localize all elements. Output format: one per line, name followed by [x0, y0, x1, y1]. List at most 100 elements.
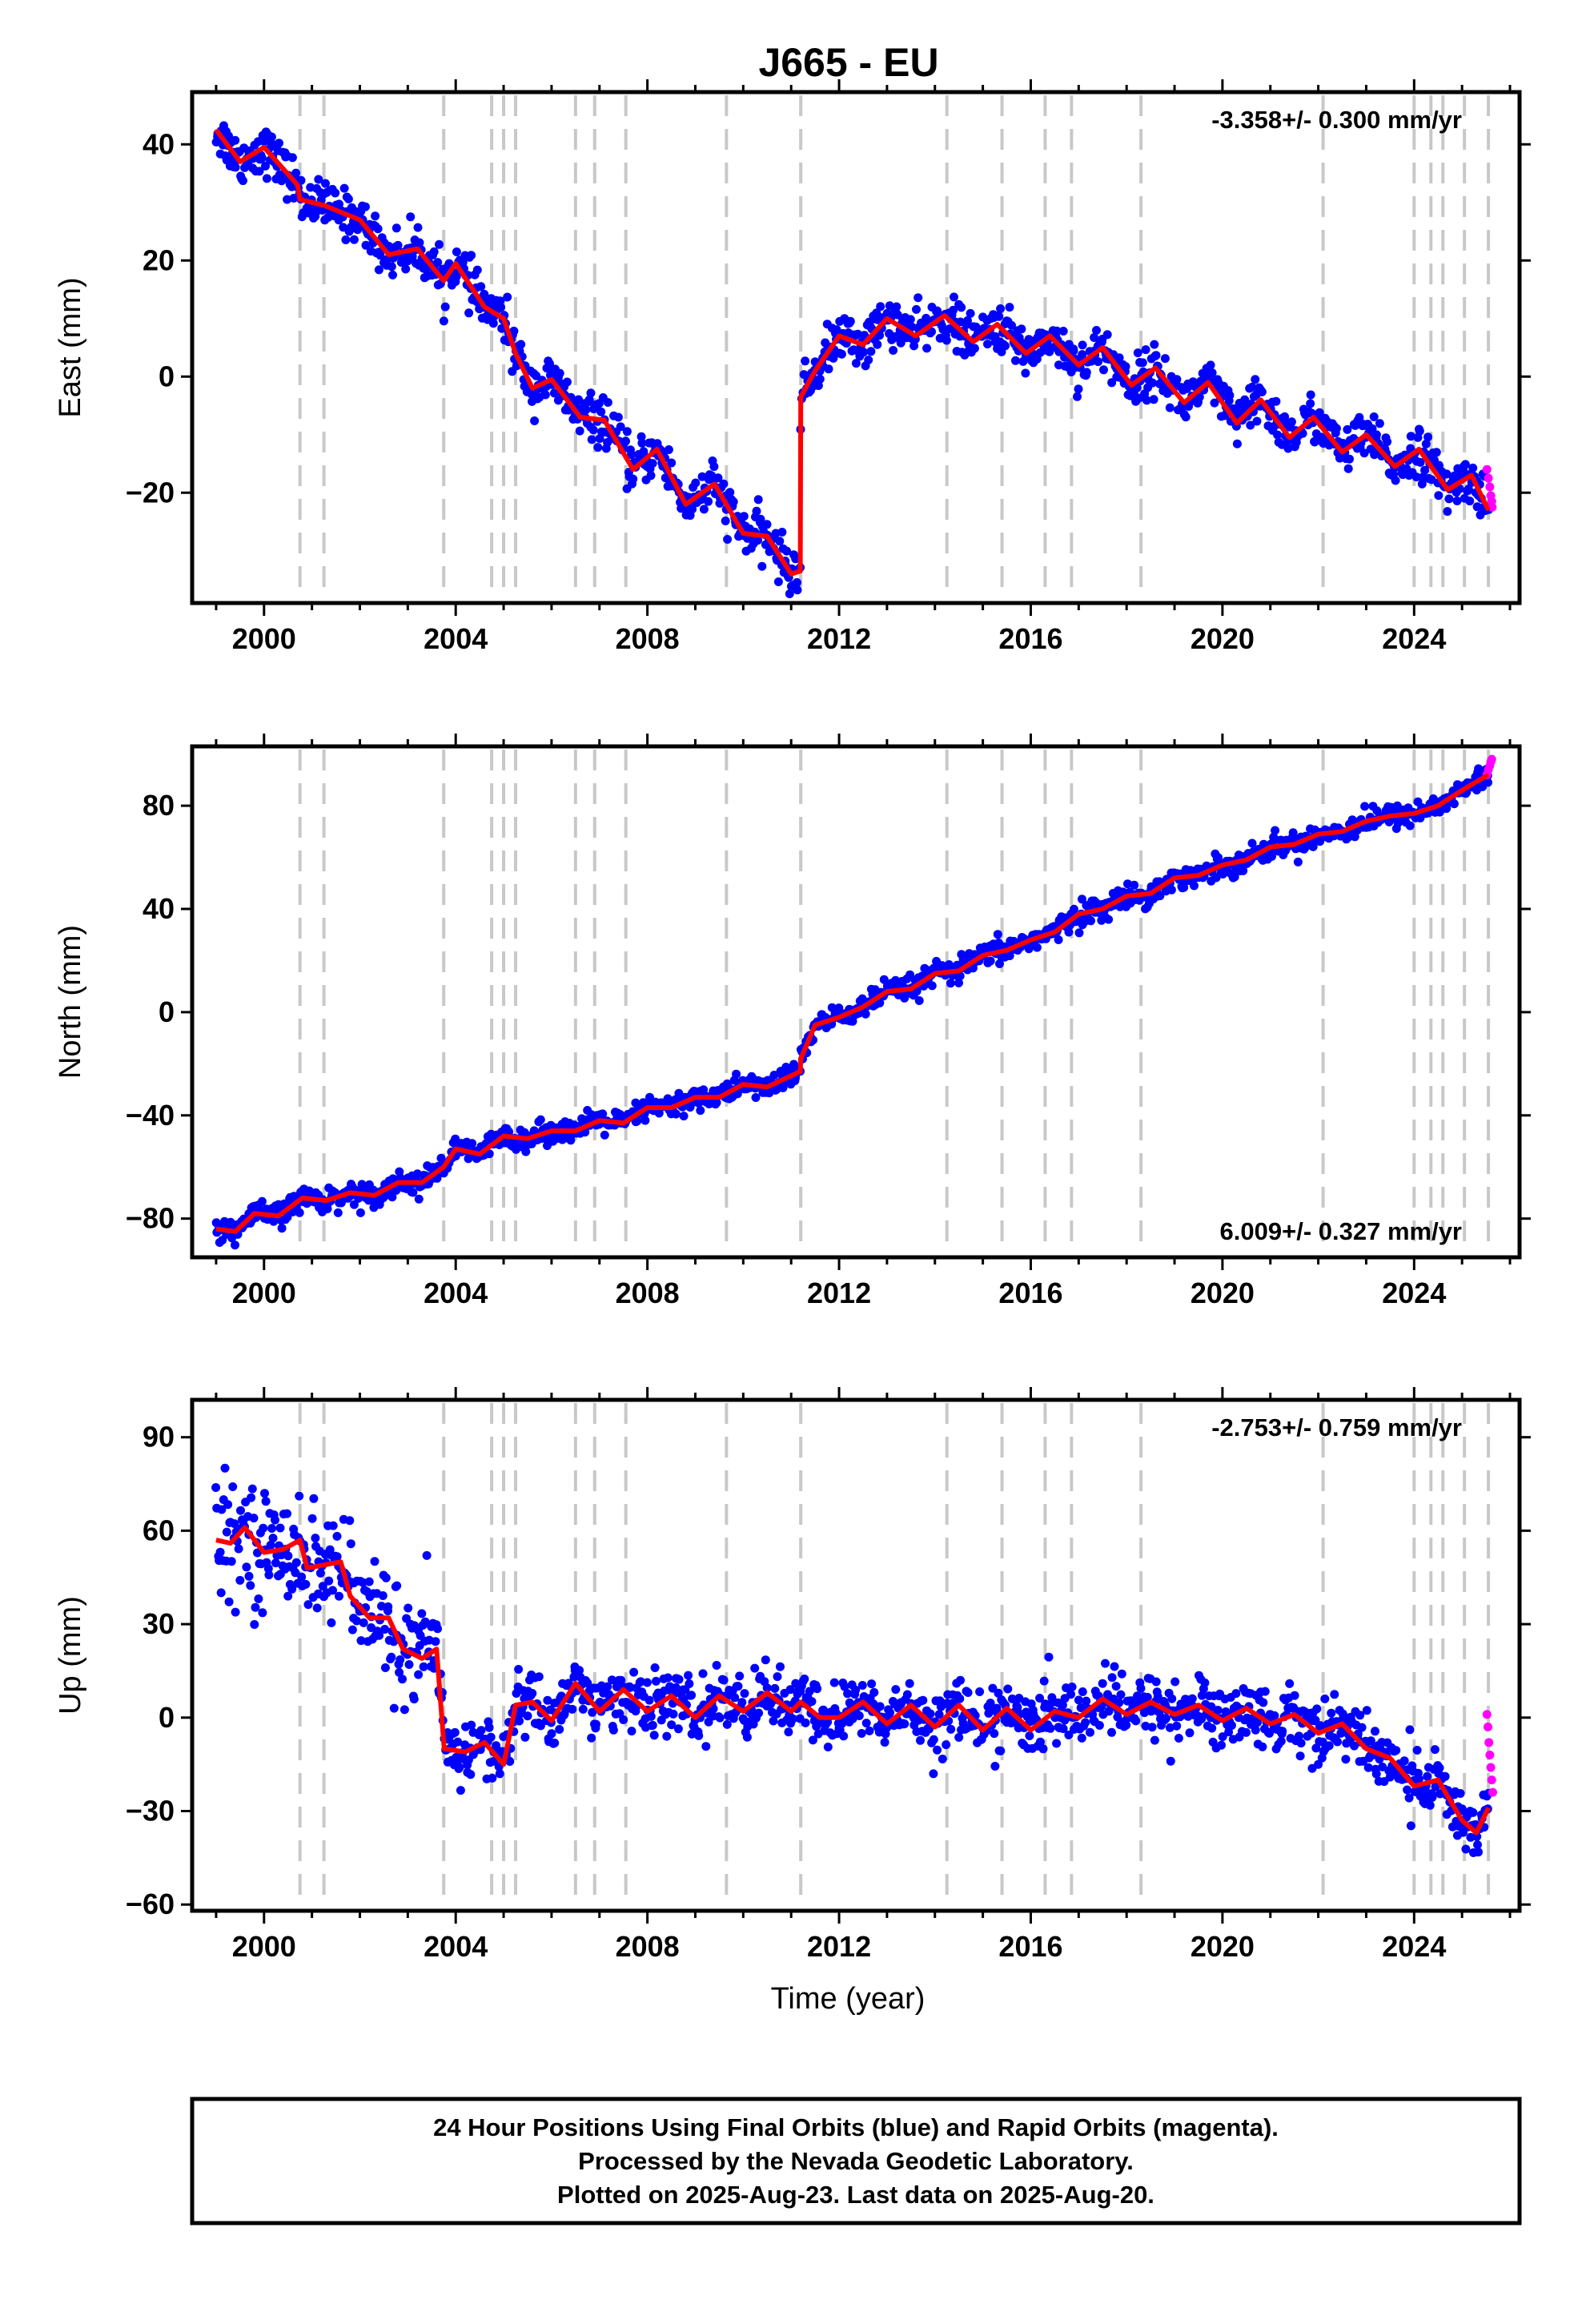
data-point	[1231, 1689, 1241, 1699]
data-point	[1355, 1711, 1365, 1720]
data-point	[231, 1607, 240, 1617]
data-point	[600, 1130, 609, 1140]
data-point	[954, 978, 963, 987]
x-tick-label: 2004	[424, 1277, 488, 1309]
data-point	[488, 319, 498, 328]
x-tick-label: 2024	[1382, 1277, 1446, 1309]
data-point	[414, 1194, 424, 1204]
data-point	[550, 1739, 560, 1747]
y-tick-label: 60	[143, 1514, 175, 1546]
data-point	[1427, 1792, 1437, 1802]
data-point	[685, 1679, 694, 1688]
data-point	[352, 1616, 361, 1626]
data-point	[1090, 333, 1099, 342]
data-point	[729, 497, 738, 507]
data-point	[837, 1719, 847, 1728]
data-point	[387, 262, 396, 271]
data-point	[945, 324, 954, 333]
model-line	[214, 128, 1491, 577]
data-point	[1271, 396, 1281, 406]
y-tick-label: 40	[143, 127, 175, 160]
plot-frame	[190, 744, 1522, 1260]
data-point	[1104, 915, 1114, 924]
data-point	[452, 247, 461, 256]
data-point	[1267, 851, 1276, 861]
data-point	[861, 1009, 870, 1019]
data-point	[380, 1663, 390, 1672]
data-point	[1465, 497, 1475, 506]
data-point	[929, 1769, 938, 1779]
data-point	[496, 303, 505, 312]
data-point	[393, 240, 403, 250]
data-point	[909, 341, 919, 351]
data-point	[1371, 430, 1381, 440]
data-point	[986, 1699, 995, 1708]
data-point	[387, 1652, 396, 1662]
data-point	[259, 137, 269, 147]
data-point	[396, 1655, 405, 1664]
data-point	[1290, 1691, 1299, 1700]
y-axis-label: East (mm)	[54, 277, 87, 417]
data-point	[1251, 1725, 1260, 1735]
data-point	[1190, 881, 1199, 891]
data-point	[1367, 424, 1377, 433]
data-point	[332, 1552, 342, 1562]
data-point	[505, 1757, 515, 1766]
data-point	[1166, 885, 1176, 895]
data-point	[1147, 1723, 1157, 1732]
data-point	[696, 1106, 705, 1116]
data-point	[514, 1665, 524, 1674]
data-point	[1230, 872, 1239, 882]
data-point	[651, 1676, 661, 1686]
data-point	[955, 971, 965, 981]
rapid-point	[1488, 1787, 1497, 1797]
data-point	[484, 1149, 494, 1159]
data-point	[829, 353, 838, 363]
data-point	[217, 1505, 227, 1514]
data-point	[983, 340, 992, 349]
data-point	[220, 1463, 230, 1473]
chart-title: J665 - EU	[758, 40, 938, 85]
data-point	[1078, 1687, 1087, 1696]
data-point	[1296, 1739, 1306, 1748]
data-point	[1258, 1742, 1267, 1751]
data-point	[242, 1562, 251, 1572]
data-point	[1179, 883, 1189, 892]
data-point	[1207, 1723, 1217, 1733]
data-point	[813, 1684, 822, 1694]
data-point	[1011, 356, 1020, 365]
data-point	[769, 1716, 778, 1726]
data-point	[712, 1661, 721, 1670]
data-point	[1251, 375, 1260, 384]
data-point	[1138, 358, 1147, 368]
data-point	[1107, 1727, 1116, 1737]
data-point	[235, 1575, 245, 1585]
data-point	[341, 235, 351, 244]
data-point	[528, 1689, 537, 1698]
data-point	[990, 1762, 1000, 1771]
data-point	[1064, 1731, 1074, 1739]
data-point	[815, 374, 825, 384]
data-point	[1195, 392, 1204, 402]
data-point	[671, 1683, 681, 1692]
data-point	[1242, 1727, 1251, 1737]
data-point	[228, 1482, 238, 1491]
data-point	[1260, 1687, 1270, 1696]
data-point	[637, 438, 647, 448]
data-point	[824, 364, 833, 374]
data-point	[360, 202, 370, 211]
data-point	[698, 1669, 708, 1679]
data-point	[1280, 412, 1290, 421]
rapid-point	[1483, 1722, 1492, 1731]
data-point	[775, 537, 785, 546]
data-point	[801, 1718, 810, 1727]
data-point	[406, 212, 416, 222]
data-point	[1320, 1694, 1330, 1703]
data-point	[1315, 408, 1324, 417]
data-point	[603, 398, 612, 407]
data-point	[1415, 457, 1425, 467]
data-point	[588, 425, 598, 435]
data-point	[380, 1625, 390, 1634]
data-point	[247, 1493, 256, 1502]
y-tick-label: 0	[159, 1701, 175, 1734]
